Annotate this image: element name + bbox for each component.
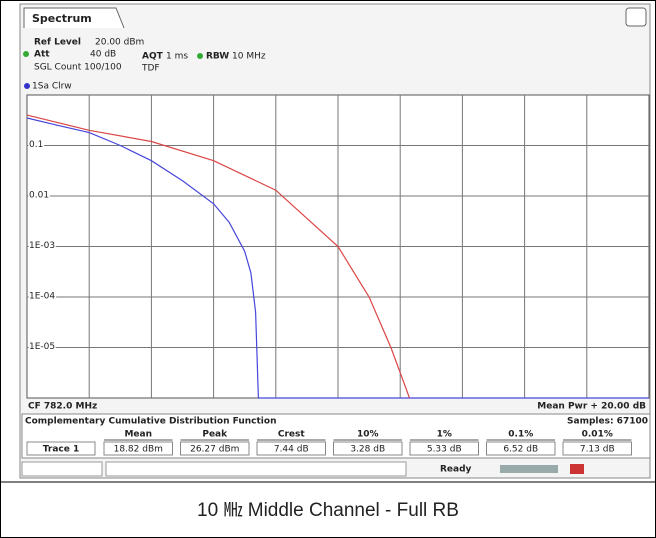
- menu-icon[interactable]: [625, 7, 647, 27]
- status: Ready: [440, 465, 472, 475]
- table-cell: [103, 441, 173, 456]
- table-header: 10%: [357, 430, 379, 440]
- table-header: Crest: [278, 430, 306, 440]
- status-field: [105, 461, 407, 477]
- rbw: 10 MHz: [232, 52, 266, 62]
- status-field: [21, 461, 103, 477]
- table-cell-text: 3.28 dB: [350, 445, 385, 455]
- tdf: TDF: [141, 64, 160, 74]
- table-cell-text: 5.33 dB: [427, 445, 462, 455]
- y-tick-label: 1E-04: [29, 292, 55, 302]
- ref-level: 20.00 dBm: [95, 38, 144, 48]
- trace-dot: [24, 83, 30, 89]
- tab-label[interactable]: Spectrum: [32, 12, 92, 25]
- tab[interactable]: [23, 7, 125, 29]
- table-cell: [562, 441, 632, 456]
- table-cell: [409, 441, 479, 456]
- table-cell: [333, 441, 403, 456]
- y-tick-label: 0.1: [29, 140, 43, 150]
- table-header: Peak: [202, 430, 228, 440]
- aqt-label: AQT: [142, 52, 164, 62]
- table-cell: [486, 441, 556, 456]
- table-cell-text: 7.44 dB: [274, 445, 309, 455]
- table-cell-text: Trace 1: [43, 445, 80, 455]
- center-frequency: CF 782.0 MHz: [28, 402, 97, 412]
- trace-label: 1Sa Clrw: [32, 82, 72, 92]
- table-cell-text: 18.82 dBm: [114, 445, 163, 455]
- mean-power: Mean Pwr + 20.00 dB: [537, 402, 646, 412]
- table-header: Mean: [124, 430, 152, 440]
- table-cell-text: 6.52 dB: [503, 445, 538, 455]
- aqt: 1 ms: [166, 52, 188, 62]
- table-cell: [26, 441, 96, 456]
- table-header: 1%: [437, 430, 452, 440]
- table-cell-text: 26.27 dBm: [190, 445, 239, 455]
- logo: [570, 464, 584, 474]
- ref-level-label: Ref Level: [34, 38, 81, 48]
- trace: [26, 117, 649, 399]
- table-header: 0.1%: [508, 430, 533, 440]
- y-tick-label: 1E-03: [29, 241, 55, 251]
- count: SGL Count 100/100: [34, 63, 122, 73]
- indicator: [23, 51, 29, 57]
- trace: [26, 114, 411, 399]
- table-cell: [180, 441, 250, 456]
- indicator: [197, 53, 203, 59]
- att-label: Att: [34, 50, 50, 60]
- y-tick-label: 1E-05: [29, 342, 55, 352]
- progress: [500, 465, 558, 473]
- samples: Samples: 67100: [567, 417, 648, 427]
- att: 40 dB: [90, 50, 116, 60]
- table-cell-text: 7.13 dB: [580, 445, 615, 455]
- table-header: 0.01%: [582, 430, 613, 440]
- caption: 10 ㎒ Middle Channel - Full RB: [197, 500, 459, 521]
- table-title: Complementary Cumulative Distribution Fu…: [25, 417, 276, 427]
- y-tick-label: 0.01: [29, 191, 49, 201]
- table-cell: [256, 441, 326, 456]
- rbw-label: RBW: [206, 52, 229, 62]
